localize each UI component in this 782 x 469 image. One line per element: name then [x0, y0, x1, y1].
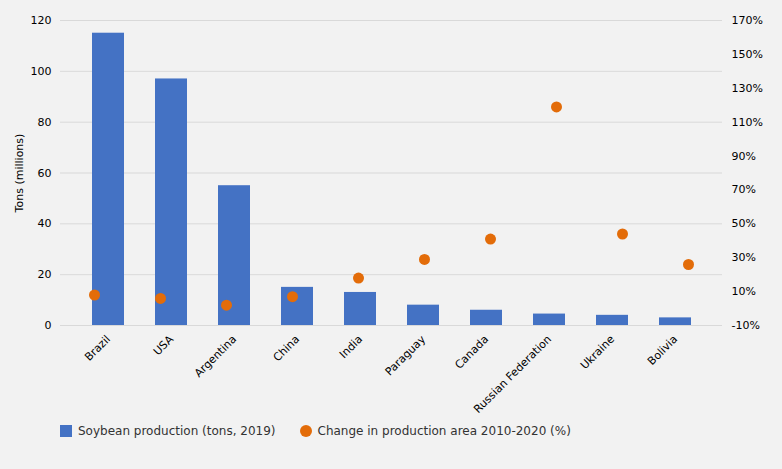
svg-text:40: 40	[38, 217, 52, 230]
svg-text:120: 120	[31, 14, 52, 27]
svg-text:Bolivia: Bolivia	[645, 333, 680, 368]
svg-text:60: 60	[38, 167, 52, 180]
html-text:Change in production area 2010: Change in production area 2010-2020 (%)	[317, 424, 571, 438]
svg-text:70%: 70%	[732, 183, 756, 196]
svg-text:Russian Federation: Russian Federation	[471, 333, 554, 416]
svg-text:130%: 130%	[732, 82, 763, 95]
svg-text:150%: 150%	[732, 48, 763, 61]
svg-text:90%: 90%	[732, 150, 756, 163]
svg-text:Paraguay: Paraguay	[383, 332, 429, 378]
svg-text:20: 20	[38, 268, 52, 281]
svg-text:30%: 30%	[732, 251, 756, 264]
svg-text:0: 0	[45, 319, 52, 332]
svg-text:USA: USA	[151, 332, 177, 358]
svg-text:Tons (millions): Tons (millions)	[13, 134, 26, 214]
svg-text:10%: 10%	[732, 285, 756, 298]
svg-text:India: India	[337, 333, 365, 361]
html-text:Soybean production (tons, 2019: Soybean production (tons, 2019)	[78, 424, 276, 438]
svg-text:110%: 110%	[732, 116, 763, 129]
svg-text:100: 100	[31, 65, 52, 78]
svg-text:170%: 170%	[732, 14, 763, 27]
svg-text:-10%: -10%	[732, 319, 760, 332]
svg-text:50%: 50%	[732, 217, 756, 230]
svg-text:Ukraine: Ukraine	[578, 333, 617, 372]
svg-text:Canada: Canada	[452, 333, 491, 372]
svg-text:Argentina: Argentina	[192, 333, 239, 380]
svg-text:80: 80	[38, 116, 52, 129]
svg-text:China: China	[271, 333, 302, 364]
svg-text:Brazil: Brazil	[82, 333, 113, 364]
